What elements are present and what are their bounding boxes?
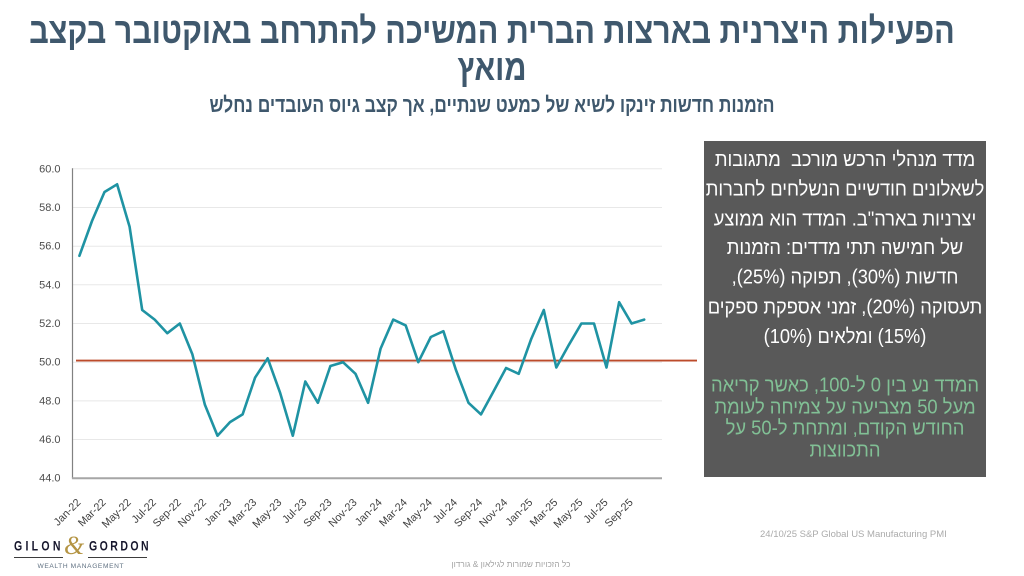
svg-text:48.0: 48.0 <box>39 395 60 407</box>
svg-text:Nov-22: Nov-22 <box>176 497 209 530</box>
svg-text:58.0: 58.0 <box>39 202 60 214</box>
svg-text:46.0: 46.0 <box>39 434 60 446</box>
svg-text:Nov-23: Nov-23 <box>327 497 360 530</box>
svg-text:44.0: 44.0 <box>39 473 60 485</box>
svg-text:54.0: 54.0 <box>39 279 60 291</box>
svg-text:52.0: 52.0 <box>39 318 60 330</box>
svg-text:Nov-24: Nov-24 <box>477 497 510 530</box>
svg-text:60.0: 60.0 <box>39 163 60 175</box>
svg-text:50.0: 50.0 <box>39 357 60 369</box>
svg-text:56.0: 56.0 <box>39 241 60 253</box>
svg-text:Sep-25: Sep-25 <box>603 497 636 530</box>
